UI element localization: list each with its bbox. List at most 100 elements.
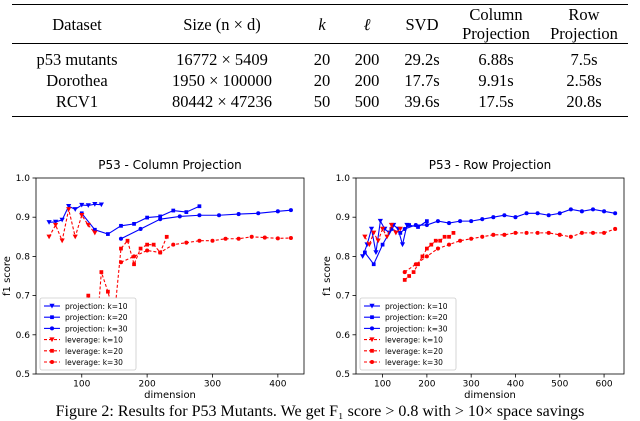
data-point (132, 221, 136, 226)
table-cell: 200 (354, 50, 380, 69)
data-point (416, 225, 420, 229)
data-point (502, 213, 507, 218)
y-axis-label: f1 score (322, 256, 333, 296)
series-leverage-k-10 (46, 207, 98, 244)
series-projection-k-20 (79, 204, 202, 236)
data-point (98, 202, 104, 208)
data-point (373, 250, 379, 255)
data-point (184, 240, 189, 245)
legend-item: leverage: k=10 (364, 336, 443, 345)
table-header-cell: Dataset (12, 5, 142, 44)
x-axis-label: dimension (144, 390, 196, 401)
table-cell: 50 (313, 92, 331, 111)
data-point (590, 230, 596, 235)
data-point (446, 242, 452, 247)
data-point (613, 226, 618, 231)
column-projection-chart: P53 - Column Projection 100 200 300 400 0.5 0.… (2, 158, 305, 401)
data-point (197, 213, 202, 218)
data-point (171, 242, 176, 247)
legend-label: projection: k=20 (65, 313, 128, 322)
table-cell: 500 (354, 92, 380, 111)
table-header-cell: Column Projection (452, 5, 540, 44)
data-point (46, 234, 52, 240)
data-point (275, 209, 280, 214)
table-cell: 39.6s (404, 92, 440, 111)
data-point (469, 219, 474, 224)
data-point (491, 215, 496, 220)
data-point (256, 211, 261, 216)
data-point (435, 219, 440, 224)
data-point (590, 207, 596, 212)
legend-frame (359, 297, 457, 371)
chart-legend: projection: k=10 projection: k=20 projecti… (39, 297, 137, 371)
table-header-text: Dataset (52, 14, 102, 34)
data-point (92, 202, 98, 207)
data-point (59, 217, 65, 223)
legend-label: projection: k=10 (65, 302, 128, 311)
data-point (458, 219, 463, 224)
table-cell: 20 (313, 50, 331, 69)
x-tick-label: 100 (73, 380, 90, 390)
data-point (177, 214, 182, 219)
y-tick-label: 0.8 (336, 252, 351, 262)
data-point (288, 235, 293, 241)
data-point (469, 236, 474, 241)
data-point (579, 209, 584, 214)
y-tick-label: 0.9 (16, 213, 31, 223)
data-point (132, 262, 136, 267)
table-header-cell: Size (n × d) (142, 5, 302, 44)
data-point (375, 238, 381, 244)
series-line (120, 236, 291, 263)
data-point (132, 254, 137, 259)
legend-frame (39, 297, 137, 371)
x-tick-label: 200 (418, 380, 435, 390)
data-point (399, 242, 406, 248)
legend-marker (49, 303, 55, 309)
y-axis-label: f1 score (2, 256, 13, 296)
data-point (433, 238, 438, 243)
data-point (119, 223, 123, 228)
data-point (447, 234, 451, 239)
legend-item: leverage: k=20 (364, 347, 443, 356)
data-point (223, 236, 228, 241)
data-point (216, 213, 222, 218)
table-cell: 80442 × 47236 (171, 92, 273, 111)
data-point (236, 212, 241, 217)
data-point (118, 260, 124, 265)
table-cell: Dorothea (46, 71, 108, 90)
table-header-text: k (318, 14, 326, 34)
table-header-text: Projection (462, 24, 530, 43)
table-cell: RCV1 (55, 92, 99, 111)
legend-marker (49, 326, 55, 331)
data-point (413, 262, 418, 267)
data-point (568, 234, 573, 239)
series-projection-k-10 (46, 202, 104, 225)
data-point (99, 270, 104, 274)
data-point (145, 242, 149, 247)
data-point (602, 230, 607, 235)
legend-marker (369, 337, 375, 343)
legend-marker (50, 348, 54, 353)
data-point (480, 217, 485, 222)
legend-label: leverage: k=30 (385, 358, 443, 367)
data-point (85, 203, 91, 208)
legend-marker (49, 359, 55, 365)
legend-marker (369, 359, 375, 365)
legend-item: leverage: k=10 (44, 336, 123, 345)
legend-label: leverage: k=10 (65, 336, 123, 345)
x-tick-label: 100 (374, 380, 391, 390)
data-point (92, 227, 97, 232)
data-point (46, 220, 52, 225)
data-point (360, 254, 366, 259)
series-leverage-k-30 (118, 234, 293, 265)
data-point (151, 242, 156, 247)
legend-label: projection: k=30 (65, 324, 128, 333)
data-point (362, 250, 367, 255)
x-tick-label: 300 (463, 380, 480, 390)
y-tick-label: 0.9 (336, 213, 351, 223)
series-leverage-k-30 (402, 226, 618, 275)
data-point (197, 238, 202, 243)
data-point (85, 222, 91, 228)
data-point (402, 226, 407, 231)
data-point (424, 223, 429, 228)
